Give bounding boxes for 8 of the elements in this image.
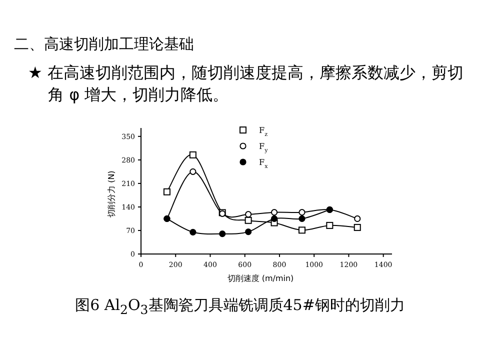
y-axis-title: 切削分力 (N): [107, 170, 116, 218]
chart-title: 二、高速切削加工理论基础: [14, 35, 194, 54]
chart-subtitle: ★ 在高速切削范围内，随切削速度提高，摩擦系数减少，剪切角 φ 增大，切削力降低。: [28, 62, 464, 106]
x-axis-title: 切削速度 (m/min): [227, 274, 294, 283]
legend-label: F$_{y}$: [259, 142, 269, 154]
legend-label: F$_{x}$: [259, 158, 269, 170]
legend-label: F$_{z}$: [259, 126, 268, 138]
caption: 图6 Al$_{2}$O$_{3}$基陶瓷刀具端铣调质45#钢时的切削力: [74, 296, 406, 317]
